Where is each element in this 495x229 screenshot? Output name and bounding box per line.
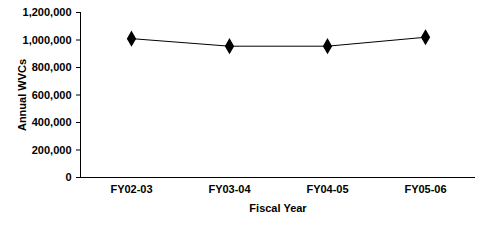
svg-text:0: 0 [65, 171, 71, 183]
svg-text:200,000: 200,000 [32, 144, 72, 156]
svg-text:800,000: 800,000 [32, 61, 72, 73]
svg-text:600,000: 600,000 [32, 89, 72, 101]
svg-text:400,000: 400,000 [32, 116, 72, 128]
svg-text:FY03-04: FY03-04 [208, 183, 251, 195]
svg-text:1,000,000: 1,000,000 [23, 34, 72, 46]
svg-text:FY02-03: FY02-03 [110, 183, 152, 195]
svg-text:1,200,000: 1,200,000 [23, 6, 72, 18]
svg-text:Fiscal Year: Fiscal Year [249, 202, 307, 214]
svg-text:Annual WVCs: Annual WVCs [16, 59, 28, 131]
svg-text:FY05-06: FY05-06 [404, 183, 446, 195]
svg-text:FY04-05: FY04-05 [306, 183, 348, 195]
